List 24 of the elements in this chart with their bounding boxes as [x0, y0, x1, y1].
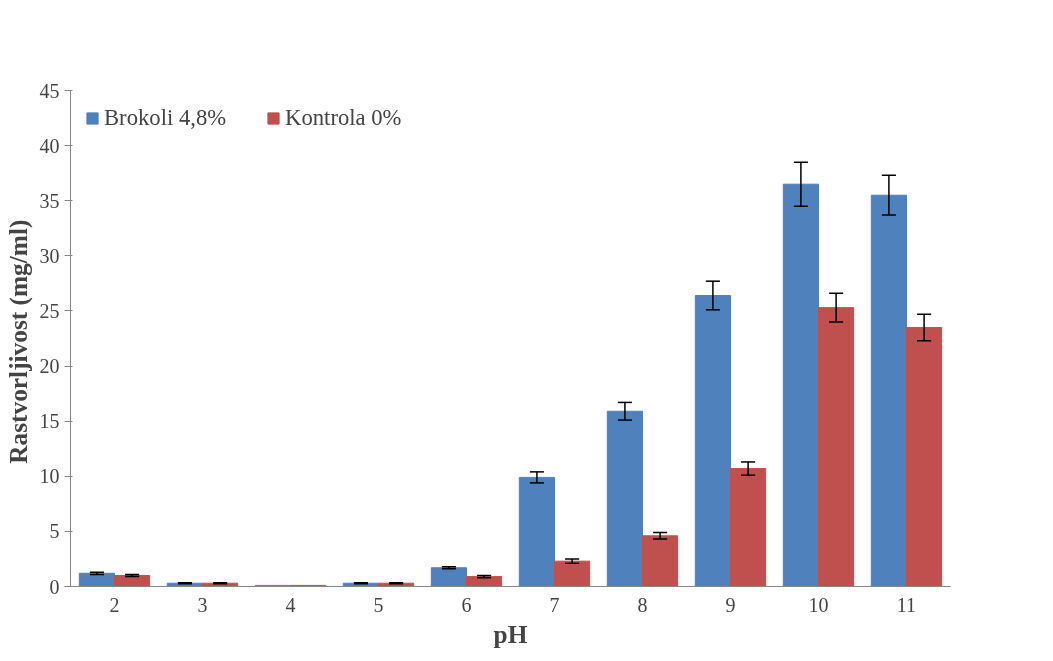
- x-tick-label: 5: [373, 593, 384, 616]
- legend-label: Brokoli 4,8%: [104, 105, 227, 131]
- x-tick-label: 11: [896, 593, 917, 616]
- x-tick-label: 10: [808, 593, 829, 616]
- y-tick-label: 5: [49, 520, 60, 543]
- y-tick-label: 45: [39, 79, 60, 102]
- y-tick-label: 25: [39, 299, 60, 322]
- x-axis-title: pH: [493, 619, 528, 648]
- x-tick-label: 7: [549, 593, 560, 616]
- x-tick-label: 4: [285, 593, 296, 616]
- y-tick-label: 40: [39, 134, 60, 157]
- legend-label: Kontrola 0%: [285, 105, 402, 131]
- y-axis-title: Rastvorljivost (mg/ml): [3, 219, 33, 464]
- y-tick-label: 35: [39, 189, 60, 212]
- y-tick-label: 0: [49, 575, 60, 598]
- x-tick-label: 9: [725, 593, 736, 616]
- x-tick-label: 2: [109, 593, 120, 616]
- x-tick-label: 6: [461, 593, 472, 616]
- x-tick-label: 8: [637, 593, 648, 616]
- y-tick-label: 15: [39, 410, 60, 433]
- x-tick-label: 3: [197, 593, 208, 616]
- y-tick-label: 10: [39, 465, 60, 488]
- y-tick-label: 30: [39, 244, 60, 267]
- y-tick-label: 20: [39, 355, 60, 378]
